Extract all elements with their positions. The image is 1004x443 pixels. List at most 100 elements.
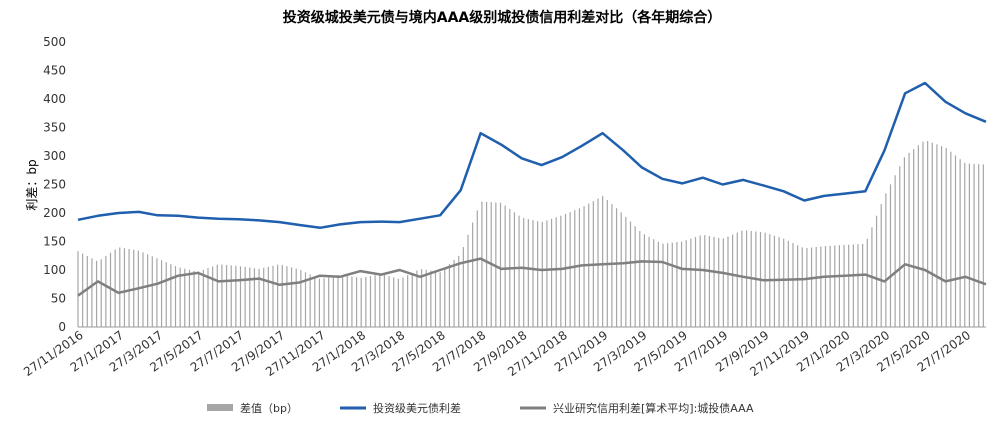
y-tick-label: 100	[43, 263, 66, 277]
difference-bar	[648, 236, 650, 327]
difference-bar	[982, 164, 984, 327]
difference-bar	[629, 221, 632, 327]
difference-bar	[959, 159, 961, 327]
difference-bar	[425, 269, 427, 327]
difference-bar	[300, 270, 302, 327]
difference-bar	[597, 198, 599, 327]
difference-bar	[235, 265, 237, 327]
difference-bar	[848, 244, 850, 327]
difference-bar	[281, 264, 283, 327]
difference-bar	[369, 276, 372, 327]
difference-bar	[221, 264, 223, 327]
difference-bar	[444, 268, 446, 327]
difference-bar	[527, 219, 529, 327]
difference-bar	[727, 236, 729, 327]
y-tick-labels: 0 50 100 150 200 250 300 350 400 450 500	[43, 35, 66, 334]
difference-bar	[671, 242, 673, 327]
difference-bar	[295, 268, 297, 327]
legend-swatch-difference	[207, 404, 233, 411]
difference-bar	[267, 266, 269, 327]
difference-bar	[722, 238, 724, 327]
difference-bar	[885, 193, 887, 327]
difference-bar	[272, 265, 274, 327]
difference-bar	[940, 146, 943, 327]
difference-bar	[810, 247, 813, 327]
difference-bar	[676, 242, 678, 327]
difference-bar	[685, 240, 687, 327]
difference-bar	[578, 208, 581, 327]
difference-bar	[119, 247, 121, 327]
difference-bar	[569, 212, 571, 327]
y-tick-label: 200	[43, 206, 66, 220]
difference-bar	[732, 234, 734, 327]
difference-bar	[342, 275, 344, 327]
difference-bar	[736, 232, 738, 327]
difference-bar	[583, 206, 585, 327]
difference-bar	[95, 260, 98, 327]
difference-bar	[829, 245, 831, 327]
difference-bar	[188, 269, 191, 327]
difference-bar	[792, 243, 794, 327]
difference-bar	[170, 264, 172, 327]
difference-bar	[936, 144, 938, 327]
difference-bar	[105, 255, 107, 327]
difference-bar	[360, 277, 362, 327]
difference-bar	[783, 238, 785, 327]
difference-bar	[462, 247, 464, 327]
difference-bar	[620, 212, 622, 327]
difference-bar	[964, 162, 966, 327]
difference-bar	[286, 266, 288, 327]
difference-bar	[523, 218, 525, 327]
difference-bar	[875, 215, 878, 327]
difference-bar	[945, 147, 947, 327]
difference-bar	[862, 243, 864, 327]
difference-bar	[277, 264, 279, 327]
difference-bar	[643, 234, 646, 327]
difference-bar	[128, 248, 130, 327]
difference-bar	[708, 235, 711, 327]
y-tick-label: 450	[43, 64, 66, 78]
difference-bar	[718, 237, 720, 327]
difference-bar	[773, 235, 776, 327]
difference-bar	[713, 236, 715, 327]
difference-bar	[820, 246, 822, 327]
difference-bar	[903, 157, 906, 327]
difference-bar	[843, 244, 845, 327]
difference-bar	[513, 212, 516, 327]
difference-bar	[193, 270, 195, 327]
difference-bar	[239, 266, 242, 327]
difference-bar	[694, 237, 697, 327]
difference-bar	[174, 266, 177, 327]
y-tick-label: 250	[43, 178, 66, 192]
y-tick-label: 400	[43, 92, 66, 106]
difference-bar	[518, 215, 520, 327]
difference-bar	[123, 248, 126, 327]
difference-bar	[699, 235, 701, 327]
difference-bar	[142, 252, 144, 327]
difference-bar	[448, 264, 451, 327]
difference-bar	[834, 245, 836, 327]
difference-bar	[690, 238, 692, 327]
difference-bar	[458, 255, 460, 327]
difference-bar	[615, 208, 618, 327]
difference-bar	[402, 277, 404, 327]
difference-bar	[290, 267, 293, 327]
y-tick-label: 50	[51, 292, 66, 306]
y-tick-label: 150	[43, 235, 66, 249]
difference-bar	[467, 234, 469, 327]
chart-title: 投资级城投美元债与境内AAA级别城投债信用利差对比（各年期综合）	[283, 9, 722, 26]
difference-bar	[611, 204, 613, 327]
difference-bar	[114, 249, 116, 327]
difference-bar	[537, 221, 539, 327]
difference-bar	[741, 230, 743, 327]
difference-bar	[968, 163, 971, 327]
difference-bar	[304, 272, 307, 327]
difference-bar	[198, 271, 200, 327]
difference-bar	[857, 244, 859, 327]
y-tick-label: 500	[43, 35, 66, 49]
difference-bar	[318, 278, 321, 327]
y-tick-label: 0	[58, 320, 66, 334]
difference-bar	[950, 151, 952, 327]
difference-bar	[801, 247, 803, 327]
